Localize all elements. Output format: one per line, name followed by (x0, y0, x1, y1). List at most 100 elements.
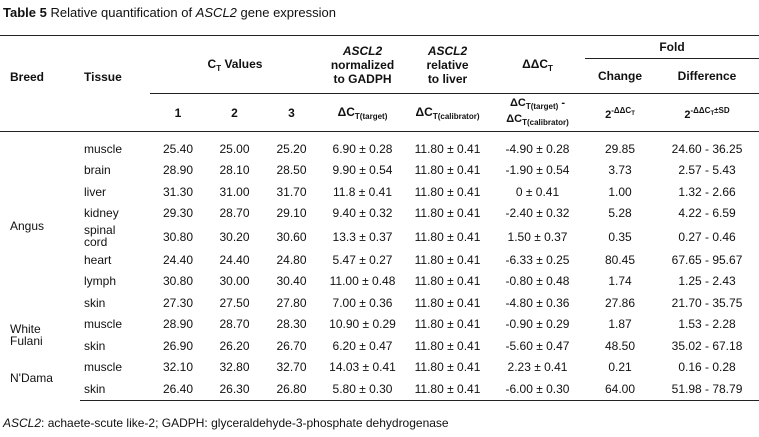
value-cell: 29.10 (263, 203, 320, 225)
formula-base: 2 (605, 108, 612, 121)
value-cell: 1.50 ± 0.37 (490, 224, 585, 249)
value: 2.23 ± 0.41 (507, 360, 568, 375)
value: 1.32 - 2.66 (678, 184, 736, 199)
value-cell: 32.70 (263, 357, 320, 379)
tissue-cell: muscle (80, 314, 150, 336)
value: 27.50 (219, 295, 250, 310)
title-text: Relative quantification of (46, 5, 196, 20)
value: -2.40 ± 0.32 (505, 206, 570, 221)
table-row: Angus muscle 25.40 25.00 25.20 6.90 ± 0.28 11.… (0, 132, 759, 232)
value: 35.02 - 67.18 (671, 338, 743, 353)
value: 25.20 (276, 141, 307, 156)
value-cell: 26.70 (263, 335, 320, 357)
value: 25.40 (162, 141, 194, 156)
table-row: White Fulani muscle 28.90 28.70 28.30 10.90 ±… (0, 314, 759, 346)
table-row: N'Dama muscle 32.10 32.80 32.70 14.03 ± 0.41 1… (0, 357, 759, 384)
value-cell: 31.00 (206, 181, 263, 203)
breed-cell: Angus (0, 132, 80, 314)
value-cell: 6.20 ± 0.47 (320, 335, 405, 357)
value-cell: 25.40 (150, 132, 206, 160)
value-cell: 30.80 (150, 224, 206, 249)
formula-sup-sub: T (710, 110, 715, 117)
value: 10.90 ± 0.29 (329, 317, 396, 332)
value-cell: 14.03 ± 0.41 (320, 357, 405, 379)
tissue-cell: lymph (80, 271, 150, 293)
header-fold: Fold (659, 40, 685, 54)
breed-name: N'Dama (10, 371, 53, 386)
value-cell: 11.80 ± 0.41 (405, 249, 490, 271)
value: 31.30 (162, 184, 194, 199)
value-cell: 11.80 ± 0.41 (405, 314, 490, 336)
tissue-cell: kidney (80, 203, 150, 225)
value-cell: 6.90 ± 0.28 (320, 132, 405, 160)
value: 51.98 - 78.79 (671, 381, 743, 396)
value-cell: 67.65 - 95.67 (655, 249, 759, 271)
header-change: Change (597, 69, 642, 83)
value: 30.80 (162, 229, 194, 244)
value-cell: 0.27 - 0.46 (655, 224, 759, 249)
footnote: ASCL2: achaete-scute like-2; GADPH: glyc… (3, 416, 449, 430)
value: 11.80 ± 0.41 (414, 184, 481, 199)
value: 29.10 (276, 206, 307, 221)
value: 1.00 (608, 184, 632, 199)
header-line: to liver (427, 71, 468, 86)
footnote-text: : achaete-scute like-2; GADPH: glycerald… (41, 416, 449, 430)
header-cell: Tissue (80, 35, 150, 94)
value-cell: 11.80 ± 0.41 (405, 271, 490, 293)
value: 11.80 ± 0.41 (414, 360, 481, 375)
value: 4.22 - 6.59 (678, 206, 736, 221)
value: 27.80 (276, 295, 307, 310)
header-cell: ΔCT(calibrator) (405, 93, 490, 132)
value-cell: 11.80 ± 0.41 (405, 132, 490, 160)
table-title: Table 5 Relative quantification of ASCL2… (3, 5, 336, 20)
value: 1.87 (608, 317, 632, 332)
value-cell: 26.90 (150, 335, 206, 357)
value-cell: 27.30 (150, 292, 206, 314)
header-cell: 2-ΔΔCT (585, 93, 655, 132)
value-cell: 9.40 ± 0.32 (320, 203, 405, 225)
ct-column: 3 (288, 105, 295, 120)
value: -4.90 ± 0.28 (505, 141, 570, 156)
value-cell: 11.80 ± 0.41 (405, 203, 490, 225)
value: 1.25 - 2.43 (678, 274, 736, 289)
value: 32.80 (219, 360, 250, 375)
dct-base: ΔC (506, 112, 523, 125)
value: 26.30 (219, 381, 250, 396)
formula-sup-rest: ±SD (714, 105, 730, 115)
header-cell: Breed (0, 35, 80, 94)
value: 1.53 - 2.28 (678, 317, 736, 332)
value-cell: 1.25 - 2.43 (655, 271, 759, 293)
value-cell: 4.22 - 6.59 (655, 203, 759, 225)
value: 64.00 (604, 381, 636, 396)
table-row: heart 24.40 24.40 24.80 5.47 ± 0.27 11.80 ± 0… (0, 249, 759, 271)
value: 9.40 ± 0.32 (332, 206, 393, 221)
value-cell: 51.98 - 78.79 (655, 378, 759, 401)
value-cell: 25.00 (206, 132, 263, 160)
value-cell: 7.00 ± 0.36 (320, 292, 405, 314)
ddct-base: ΔΔC (522, 56, 549, 71)
value: 11.80 ± 0.41 (414, 317, 481, 332)
dct-sub: T(calibrator) (522, 117, 569, 127)
value-cell: 30.80 (150, 271, 206, 293)
dct-sub: T(calibrator) (432, 111, 480, 121)
header-cell: ΔΔCT (490, 35, 585, 94)
tissue-name: lymph (84, 274, 117, 289)
tissue-name: brain (84, 163, 111, 178)
value: 28.90 (162, 163, 194, 178)
header-cell: 3 (263, 93, 320, 132)
value: 28.70 (219, 317, 250, 332)
value: 6.90 ± 0.28 (332, 141, 393, 156)
tissue-name: skin (84, 338, 106, 353)
value: 11.80 ± 0.41 (414, 295, 481, 310)
value-cell: 5.47 ± 0.27 (320, 249, 405, 271)
tissue-name: kidney (84, 206, 119, 221)
table-row: lymph 30.80 30.00 30.40 11.00 ± 0.48 11.80 ± … (0, 271, 759, 293)
value: 31.00 (219, 184, 250, 199)
value-cell: -0.80 ± 0.48 (490, 271, 585, 293)
value: 28.30 (276, 317, 307, 332)
value: 11.80 ± 0.41 (414, 229, 481, 244)
formula-sup-sub: T (631, 110, 635, 117)
value-cell: 11.80 ± 0.41 (405, 224, 490, 249)
value-cell: 28.70 (206, 203, 263, 225)
value: 5.28 (608, 206, 632, 221)
